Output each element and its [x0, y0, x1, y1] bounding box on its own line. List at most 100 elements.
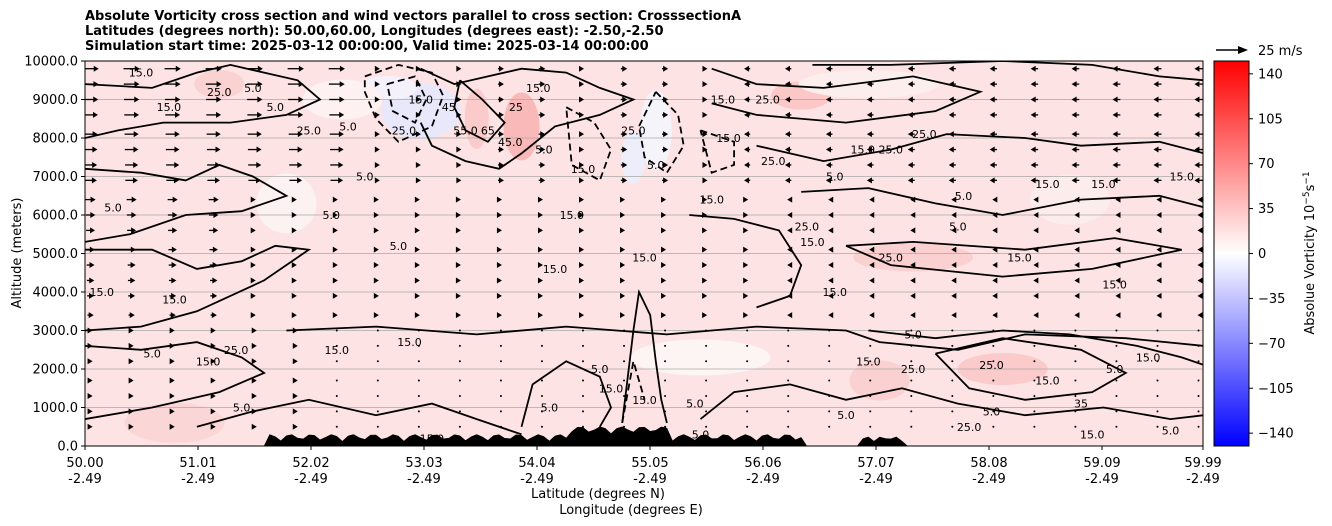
wind-vector-head [292, 377, 298, 384]
wind-vector [458, 329, 461, 332]
wind-vector-head [92, 131, 98, 138]
wind-vector [87, 312, 94, 319]
wind-vector-head [133, 131, 139, 138]
contour-label: 25.0 [761, 155, 786, 168]
wind-vector [910, 312, 916, 319]
wind-vector-head [456, 177, 462, 184]
wind-vector [417, 410, 420, 413]
wind-vector [825, 146, 833, 153]
wind-vector-head [373, 262, 379, 269]
field-patch [630, 339, 771, 376]
wind-vector-head [1071, 81, 1077, 88]
wind-vector [251, 423, 257, 430]
wind-vector [948, 65, 956, 72]
wind-vector-head [622, 146, 628, 153]
wind-vector-head [989, 96, 995, 103]
wind-vector-head [174, 146, 180, 153]
wind-vector-head [787, 227, 793, 234]
wind-vector [705, 410, 708, 413]
wind-vector [248, 161, 262, 168]
wind-vector-head [948, 96, 954, 103]
wind-vector-head [210, 377, 216, 384]
wind-vector-head [907, 161, 913, 168]
wind-vector [210, 358, 216, 365]
wind-vector [869, 329, 872, 332]
x-tick-label-lat: 58.08 [970, 456, 1007, 471]
wind-vector [165, 146, 180, 153]
wind-vector [620, 131, 628, 138]
wind-vector [1071, 131, 1080, 138]
wind-vector-head [211, 312, 217, 319]
wind-vector [374, 96, 380, 103]
wind-vector [1153, 65, 1162, 72]
wind-vector [869, 379, 872, 382]
wind-vector [1153, 96, 1162, 103]
wind-vector-head [1156, 196, 1162, 203]
wind-vector [209, 246, 218, 253]
wind-vector-head [787, 196, 793, 203]
wind-vector [287, 65, 304, 72]
contour-label: 15.0 [1007, 251, 1032, 264]
wind-vector [1115, 344, 1118, 347]
wind-vector-head [498, 65, 504, 72]
wind-vector [417, 344, 420, 347]
wind-vector-head [869, 277, 875, 284]
wind-vector [250, 196, 256, 203]
wind-vector-head [90, 196, 96, 203]
wind-vector [458, 410, 461, 413]
contour-label: 25.0 [755, 94, 780, 107]
contour-label: 25.0 [224, 344, 249, 357]
wind-vector [328, 81, 345, 88]
wind-vector [869, 312, 875, 319]
wind-vector [785, 161, 792, 168]
wind-vector-head [170, 312, 176, 319]
wind-vector [374, 65, 380, 72]
wind-vector-head [250, 196, 256, 203]
wind-vector [661, 262, 667, 269]
wind-vector [417, 394, 420, 397]
wind-vector-head [1033, 246, 1039, 253]
wind-vector-head [169, 377, 175, 384]
wind-vector [376, 410, 379, 413]
wind-vector [1156, 277, 1162, 284]
x-tick-label-lon: -2.49 [633, 472, 667, 487]
wind-vector [825, 96, 833, 103]
wind-vector-head [250, 262, 256, 269]
colorbar-tick-label: −35 [1258, 292, 1285, 307]
wind-vector [951, 379, 954, 382]
wind-vector-head [1030, 111, 1036, 118]
wind-vector-head [496, 246, 502, 253]
contour-line-positive [453, 79, 506, 143]
wind-vector [579, 212, 585, 218]
wind-vector-head [88, 312, 94, 319]
wind-vector-head [128, 408, 134, 415]
wind-vector [662, 65, 669, 72]
wind-vector-head [1156, 292, 1162, 299]
wind-vector-head [251, 377, 257, 384]
wind-vector [579, 177, 585, 184]
wind-vector-head [537, 246, 543, 253]
wind-vector-head [989, 65, 995, 72]
wind-vector [1115, 277, 1121, 284]
wind-vector [455, 277, 461, 284]
wind-vector-head [825, 177, 831, 184]
wind-vector [869, 394, 872, 397]
contour-line-positive [711, 67, 984, 124]
wind-vector-head [787, 277, 793, 284]
wind-vector [910, 196, 916, 203]
wind-vector [785, 81, 792, 88]
wind-vector [951, 246, 957, 253]
wind-vector-head [414, 196, 420, 203]
wind-vector [1197, 196, 1203, 203]
wind-vector [499, 425, 502, 428]
x-tick-label-lon: -2.49 [972, 472, 1006, 487]
wind-vector [373, 277, 379, 284]
wind-vector-head [210, 408, 216, 415]
wind-vector-head [743, 312, 749, 319]
wind-vector [376, 344, 379, 347]
wind-vector [989, 146, 997, 153]
wind-vector-head [1115, 246, 1121, 253]
wind-vector [537, 246, 543, 253]
wind-vector [415, 146, 421, 153]
wind-vector [1112, 111, 1121, 118]
